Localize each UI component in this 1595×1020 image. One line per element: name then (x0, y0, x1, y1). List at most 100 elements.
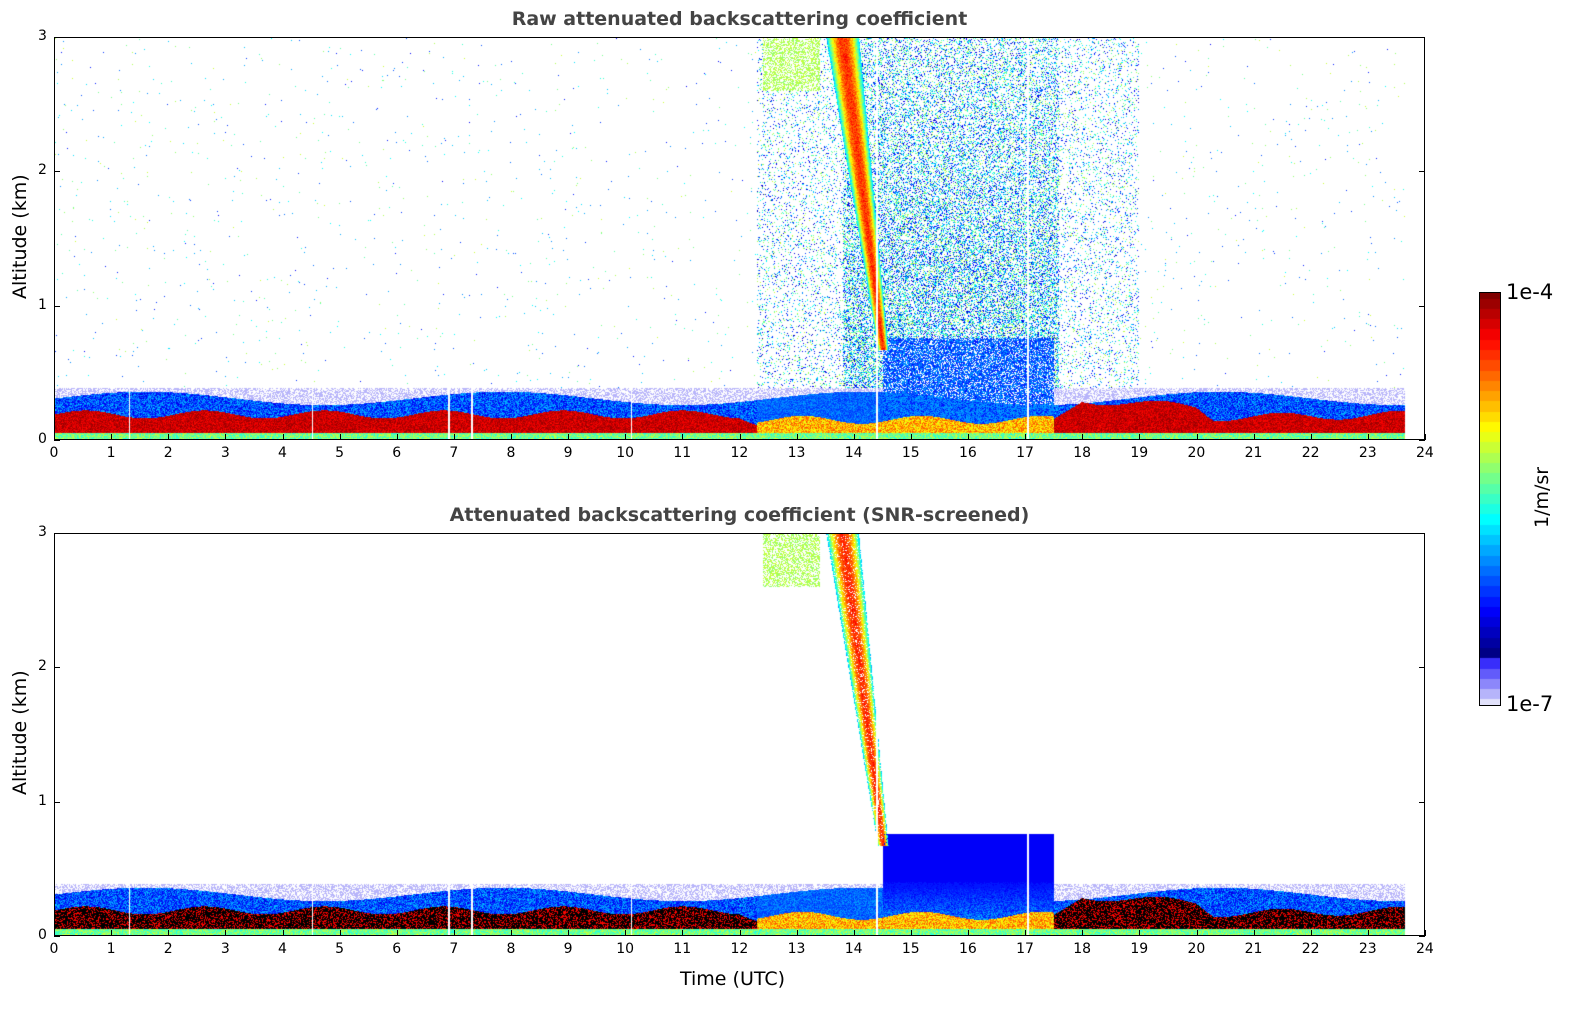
x-tick-label: 13 (787, 445, 806, 461)
y-tick-label: 2 (38, 658, 47, 675)
x-tick-mark (796, 434, 798, 440)
y-tick-mark (54, 305, 60, 307)
y-tick-label: 0 (38, 431, 47, 447)
x-tick-label: 8 (506, 445, 516, 461)
x-tick-mark (910, 434, 912, 440)
x-tick-label: 1 (106, 445, 116, 461)
x-tick-mark (168, 930, 170, 936)
y-tick-label: 3 (38, 524, 47, 540)
x-tick-label: 16 (959, 445, 977, 461)
x-tick-mark (54, 930, 55, 936)
x-tick-mark (339, 930, 341, 936)
x-tick-label: 17 (1016, 941, 1034, 957)
x-tick-label: 11 (673, 445, 692, 461)
screened-heatmap (55, 534, 1424, 935)
x-tick-mark (853, 434, 855, 440)
x-tick-mark (225, 930, 227, 936)
x-tick-mark (511, 434, 512, 440)
x-tick-mark (1082, 434, 1084, 440)
x-tick-label: 12 (730, 941, 749, 957)
x-tick-label: 10 (616, 445, 635, 461)
x-tick-mark (625, 434, 627, 440)
x-tick-label: 20 (1187, 941, 1206, 957)
x-tick-mark (1253, 434, 1255, 440)
colorbar-min-label: 1e-7 (1506, 692, 1554, 716)
x-tick-label: 3 (220, 941, 230, 957)
x-tick-mark (853, 930, 855, 936)
y-tick-mark (54, 171, 60, 173)
x-tick-mark (682, 930, 684, 936)
x-tick-label: 4 (278, 941, 287, 957)
x-tick-mark (339, 434, 341, 440)
x-tick-label: 3 (220, 445, 230, 461)
x-tick-mark (396, 434, 398, 440)
x-tick-label: 15 (901, 445, 920, 461)
x-tick-label: 9 (563, 445, 573, 461)
x-tick-label: 12 (730, 445, 749, 461)
x-tick-label: 22 (1301, 941, 1320, 957)
y-tick-mark (54, 936, 60, 937)
x-tick-label: 24 (1416, 941, 1434, 957)
top-chart-title: Raw attenuated backscattering coefficien… (511, 8, 968, 30)
x-tick-label: 1 (106, 941, 116, 957)
x-tick-label: 21 (1244, 941, 1263, 957)
x-tick-label: 11 (673, 941, 692, 957)
x-tick-label: 7 (449, 941, 459, 957)
x-tick-label: 2 (163, 941, 173, 957)
y-tick-label: 1 (38, 296, 47, 313)
x-tick-label: 10 (616, 941, 635, 957)
x-tick-mark (1367, 434, 1369, 440)
x-tick-label: 20 (1187, 445, 1206, 461)
x-tick-label: 4 (278, 445, 287, 461)
x-tick-label: 21 (1244, 445, 1263, 461)
x-tick-mark (1253, 930, 1255, 936)
x-tick-label: 22 (1301, 445, 1320, 461)
x-tick-mark (1139, 930, 1141, 936)
x-tick-mark (968, 434, 969, 440)
y-tick-mark (54, 440, 60, 441)
y-tick-mark (1419, 440, 1425, 441)
y-tick-mark (1419, 171, 1425, 173)
colorbar (1479, 292, 1501, 706)
y-tick-mark (54, 667, 60, 669)
x-tick-mark (453, 930, 455, 936)
screened-backscatter-plot (54, 533, 1425, 936)
x-tick-label: 23 (1358, 941, 1377, 957)
x-axis-label: Time (UTC) (680, 968, 786, 990)
x-tick-mark (910, 930, 912, 936)
x-tick-label: 8 (506, 941, 516, 957)
x-tick-mark (1310, 930, 1312, 936)
x-tick-label: 2 (163, 445, 173, 461)
x-tick-mark (453, 434, 455, 440)
x-tick-label: 14 (844, 445, 863, 461)
top-y-axis-label: Altitude (km) (9, 174, 31, 299)
x-tick-label: 19 (1130, 445, 1149, 461)
x-tick-mark (511, 930, 512, 936)
x-tick-mark (111, 930, 113, 936)
x-tick-mark (682, 434, 684, 440)
x-tick-label: 18 (1073, 445, 1092, 461)
x-tick-mark (1425, 930, 1426, 936)
x-tick-mark (1139, 434, 1141, 440)
x-tick-mark (568, 930, 570, 936)
x-tick-mark (54, 434, 55, 440)
x-tick-label: 17 (1016, 445, 1034, 461)
y-tick-label: 2 (38, 162, 47, 179)
x-tick-label: 18 (1073, 941, 1092, 957)
y-tick-mark (1419, 305, 1425, 307)
y-tick-label: 3 (38, 28, 47, 44)
y-tick-mark (1419, 936, 1425, 937)
x-tick-label: 15 (901, 941, 920, 957)
x-tick-mark (1425, 434, 1426, 440)
x-tick-mark (396, 930, 398, 936)
y-tick-mark (54, 801, 60, 803)
x-tick-label: 0 (49, 445, 59, 461)
x-tick-mark (168, 434, 170, 440)
x-tick-mark (968, 930, 969, 936)
x-tick-mark (1367, 930, 1369, 936)
x-tick-mark (739, 434, 741, 440)
x-tick-mark (1196, 434, 1198, 440)
x-tick-mark (1025, 434, 1027, 440)
y-tick-mark (1419, 667, 1425, 669)
y-tick-label: 0 (38, 927, 47, 943)
